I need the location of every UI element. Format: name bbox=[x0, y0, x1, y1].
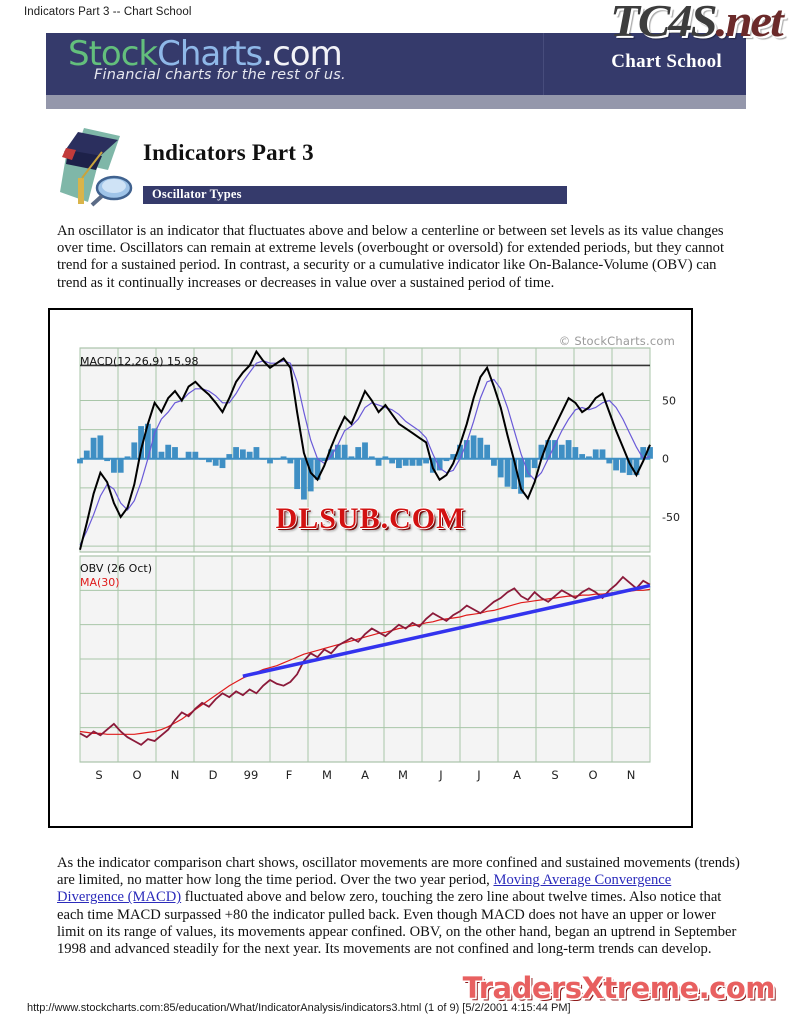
graduation-cap-icon bbox=[60, 128, 133, 207]
logo-word-com: .com bbox=[262, 34, 342, 74]
site-banner: StockCharts.com Financial charts for the… bbox=[46, 33, 746, 109]
dlsub-watermark: DLSUB.COM bbox=[275, 502, 466, 535]
section-heading-label: Oscillator Types bbox=[152, 187, 242, 201]
x-axis-label: A bbox=[513, 768, 521, 782]
intro-paragraph: An oscillator is an indicator that fluct… bbox=[57, 223, 725, 291]
x-axis-label: J bbox=[439, 768, 443, 782]
footer-url: http://www.stockcharts.com:85/education/… bbox=[27, 1002, 571, 1014]
banner-divider bbox=[543, 33, 544, 95]
chart-canvas: © StockCharts.com 50 0 -50 MACD(12,26,9) 1… bbox=[50, 310, 691, 826]
logo-tagline: Financial charts for the rest of us. bbox=[94, 67, 346, 83]
x-axis-label: O bbox=[588, 768, 598, 782]
tc4s-watermark-prefix: TC4S bbox=[610, 0, 717, 46]
analysis-text-part1: As the indicator comparison chart shows,… bbox=[57, 855, 740, 889]
x-axis-label: M bbox=[322, 768, 332, 782]
svg-text:50: 50 bbox=[662, 394, 676, 407]
page-title: Indicators Part 3 bbox=[143, 140, 314, 165]
x-axis-label: J bbox=[477, 768, 481, 782]
chart-plot-svg: 50 0 -50 bbox=[77, 347, 680, 763]
stockcharts-logo-wordmark: StockCharts.com bbox=[68, 36, 346, 72]
indicator-comparison-chart: © StockCharts.com 50 0 -50 MACD(12,26,9) 1… bbox=[48, 308, 693, 828]
logo-word-charts: Charts bbox=[157, 34, 263, 74]
logo-word-stock: Stock bbox=[68, 34, 158, 74]
x-axis-label: A bbox=[361, 768, 369, 782]
macd-link[interactable]: Moving Average Convergence Divergence (M… bbox=[57, 872, 672, 906]
x-axis-label: S bbox=[551, 768, 559, 782]
x-axis-label: M bbox=[398, 768, 408, 782]
svg-text:0: 0 bbox=[662, 453, 669, 466]
x-axis-label: O bbox=[132, 768, 142, 782]
analysis-paragraph: As the indicator comparison chart shows,… bbox=[57, 855, 741, 958]
x-axis-label: D bbox=[208, 768, 218, 782]
x-axis-label: 99 bbox=[243, 768, 259, 782]
tradersxtreme-watermark: TradersXtreme.com bbox=[462, 971, 776, 1005]
chart-copyright-label: © StockCharts.com bbox=[558, 334, 675, 348]
browser-page-title: Indicators Part 3 -- Chart School bbox=[24, 6, 192, 18]
x-axis-label: S bbox=[95, 768, 103, 782]
obv-ma-label: MA(30) bbox=[80, 576, 120, 589]
stockcharts-logo[interactable]: StockCharts.com Financial charts for the… bbox=[68, 36, 346, 83]
banner-section-label: Chart School bbox=[611, 51, 722, 72]
tc4s-watermark-suffix: .net bbox=[715, 0, 784, 46]
tc4s-watermark: TC4S.net bbox=[610, 0, 784, 47]
macd-panel-label: MACD(12,26,9) 15.98 bbox=[80, 355, 199, 368]
svg-text:-50: -50 bbox=[662, 511, 680, 524]
banner-bar: StockCharts.com Financial charts for the… bbox=[46, 33, 746, 109]
x-axis-label: N bbox=[170, 768, 180, 782]
x-axis-label: N bbox=[626, 768, 636, 782]
x-axis-label: F bbox=[285, 768, 293, 782]
obv-panel-label: OBV (26 Oct) bbox=[80, 562, 152, 575]
section-heading-bar: Oscillator Types bbox=[143, 186, 567, 204]
analysis-text-part2: fluctuated above and below zero, touchin… bbox=[57, 889, 737, 958]
